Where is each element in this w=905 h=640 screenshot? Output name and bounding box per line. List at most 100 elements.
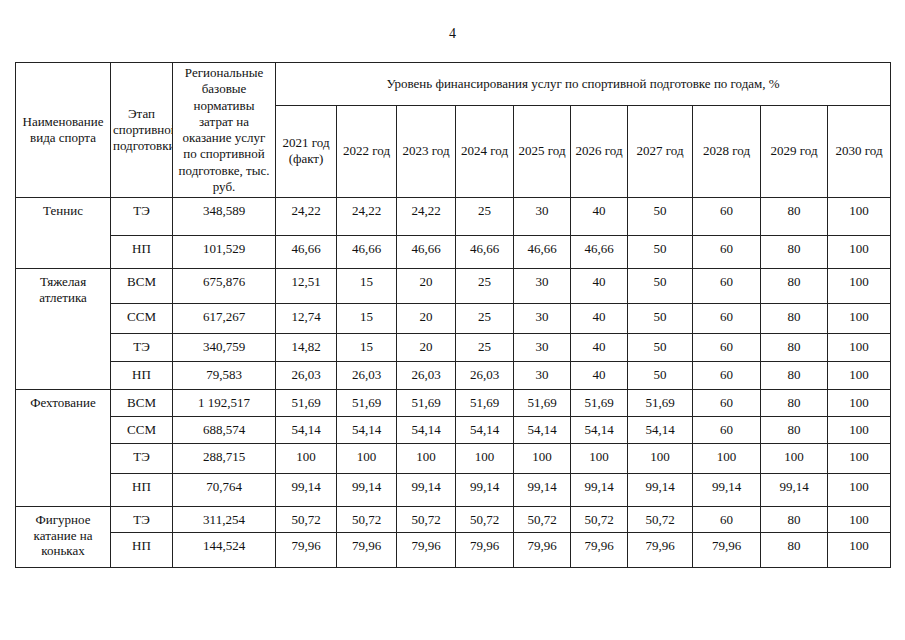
table-row: ФехтованиеВСМ1 192,51751,6951,6951,6951,… [16, 390, 891, 417]
funding-value-cell: 50,72 [337, 507, 397, 533]
funding-value-cell: 20 [397, 269, 456, 304]
table-row: НП70,76499,1499,1499,1499,1499,1499,1499… [16, 474, 891, 507]
stage-cell: НП [111, 362, 173, 390]
funding-value-cell: 50,72 [628, 507, 693, 533]
funding-value-cell: 80 [761, 362, 828, 390]
funding-value-cell: 100 [828, 507, 891, 533]
funding-value-cell: 99,14 [397, 474, 456, 507]
funding-value-cell: 12,74 [276, 304, 337, 334]
funding-value-cell: 100 [828, 269, 891, 304]
page-number: 4 [0, 26, 905, 42]
funding-value-cell: 79,96 [571, 533, 628, 568]
stage-cell: ТЭ [111, 507, 173, 533]
funding-value-cell: 50 [628, 334, 693, 362]
norm-cost-cell: 79,583 [173, 362, 276, 390]
funding-value-cell: 80 [761, 390, 828, 417]
funding-value-cell: 60 [693, 334, 761, 362]
funding-value-cell: 79,96 [456, 533, 514, 568]
header-row-top: Наименование вида спорта Этап спортивной… [16, 63, 891, 106]
norm-cost-cell: 311,254 [173, 507, 276, 533]
funding-value-cell: 80 [761, 533, 828, 568]
stage-cell: ССМ [111, 417, 173, 444]
table-row: НП144,52479,9679,9679,9679,9679,9679,967… [16, 533, 891, 568]
norm-cost-cell: 144,524 [173, 533, 276, 568]
table-row: НП101,52946,6646,6646,6646,6646,6646,665… [16, 236, 891, 269]
funding-value-cell: 30 [514, 198, 571, 236]
funding-value-cell: 100 [276, 444, 337, 474]
funding-value-cell: 50 [628, 304, 693, 334]
funding-value-cell: 40 [571, 269, 628, 304]
funding-value-cell: 100 [337, 444, 397, 474]
funding-value-cell: 100 [828, 304, 891, 334]
funding-value-cell: 100 [828, 474, 891, 507]
norm-cost-cell: 688,574 [173, 417, 276, 444]
funding-value-cell: 54,14 [514, 417, 571, 444]
funding-value-cell: 50,72 [397, 507, 456, 533]
funding-value-cell: 99,14 [337, 474, 397, 507]
funding-value-cell: 80 [761, 198, 828, 236]
funding-value-cell: 30 [514, 304, 571, 334]
stage-cell: ВСМ [111, 269, 173, 304]
norm-cost-cell: 1 192,517 [173, 390, 276, 417]
funding-value-cell: 26,03 [276, 362, 337, 390]
col-header-funding-group: Уровень финансирования услуг по спортивн… [276, 63, 891, 106]
funding-table: Наименование вида спорта Этап спортивной… [15, 62, 891, 568]
norm-cost-cell: 288,715 [173, 444, 276, 474]
funding-value-cell: 54,14 [397, 417, 456, 444]
funding-value-cell: 60 [693, 304, 761, 334]
funding-value-cell: 100 [571, 444, 628, 474]
norm-cost-cell: 70,764 [173, 474, 276, 507]
funding-value-cell: 24,22 [276, 198, 337, 236]
stage-cell: НП [111, 533, 173, 568]
table-row: ТЭ340,75914,821520253040506080100 [16, 334, 891, 362]
funding-value-cell: 100 [397, 444, 456, 474]
funding-value-cell: 46,66 [337, 236, 397, 269]
funding-value-cell: 60 [693, 269, 761, 304]
funding-value-cell: 100 [828, 390, 891, 417]
funding-value-cell: 26,03 [397, 362, 456, 390]
col-header-year-2027: 2027 год [628, 105, 693, 197]
funding-value-cell: 51,69 [514, 390, 571, 417]
funding-value-cell: 46,66 [456, 236, 514, 269]
funding-value-cell: 51,69 [571, 390, 628, 417]
funding-value-cell: 99,14 [276, 474, 337, 507]
col-header-year-2022: 2022 год [337, 105, 397, 197]
funding-value-cell: 20 [397, 304, 456, 334]
sport-name-cell: Фехтование [16, 390, 111, 507]
funding-value-cell: 99,14 [456, 474, 514, 507]
col-header-year-2026: 2026 год [571, 105, 628, 197]
funding-value-cell: 79,96 [337, 533, 397, 568]
funding-value-cell: 51,69 [337, 390, 397, 417]
funding-value-cell: 25 [456, 304, 514, 334]
funding-value-cell: 40 [571, 198, 628, 236]
stage-cell: ВСМ [111, 390, 173, 417]
funding-value-cell: 79,96 [693, 533, 761, 568]
table-header: Наименование вида спорта Этап спортивной… [16, 63, 891, 198]
funding-value-cell: 12,51 [276, 269, 337, 304]
funding-value-cell: 54,14 [571, 417, 628, 444]
funding-value-cell: 25 [456, 334, 514, 362]
norm-cost-cell: 101,529 [173, 236, 276, 269]
col-header-year-2028: 2028 год [693, 105, 761, 197]
funding-value-cell: 79,96 [276, 533, 337, 568]
funding-value-cell: 50,72 [456, 507, 514, 533]
stage-cell: НП [111, 474, 173, 507]
document-page: 4 Наименование вида спорта Этап спортивн… [0, 0, 905, 640]
funding-value-cell: 46,66 [276, 236, 337, 269]
funding-value-cell: 100 [693, 444, 761, 474]
funding-value-cell: 99,14 [628, 474, 693, 507]
funding-value-cell: 79,96 [514, 533, 571, 568]
funding-value-cell: 79,96 [628, 533, 693, 568]
funding-value-cell: 51,69 [628, 390, 693, 417]
funding-value-cell: 50 [628, 198, 693, 236]
col-header-sport: Наименование вида спорта [16, 63, 111, 198]
funding-value-cell: 60 [693, 198, 761, 236]
funding-value-cell: 100 [628, 444, 693, 474]
funding-value-cell: 80 [761, 334, 828, 362]
funding-value-cell: 80 [761, 507, 828, 533]
funding-value-cell: 80 [761, 236, 828, 269]
col-header-year-2024: 2024 год [456, 105, 514, 197]
funding-value-cell: 80 [761, 269, 828, 304]
funding-value-cell: 46,66 [514, 236, 571, 269]
table-row: НП79,58326,0326,0326,0326,03304050608010… [16, 362, 891, 390]
